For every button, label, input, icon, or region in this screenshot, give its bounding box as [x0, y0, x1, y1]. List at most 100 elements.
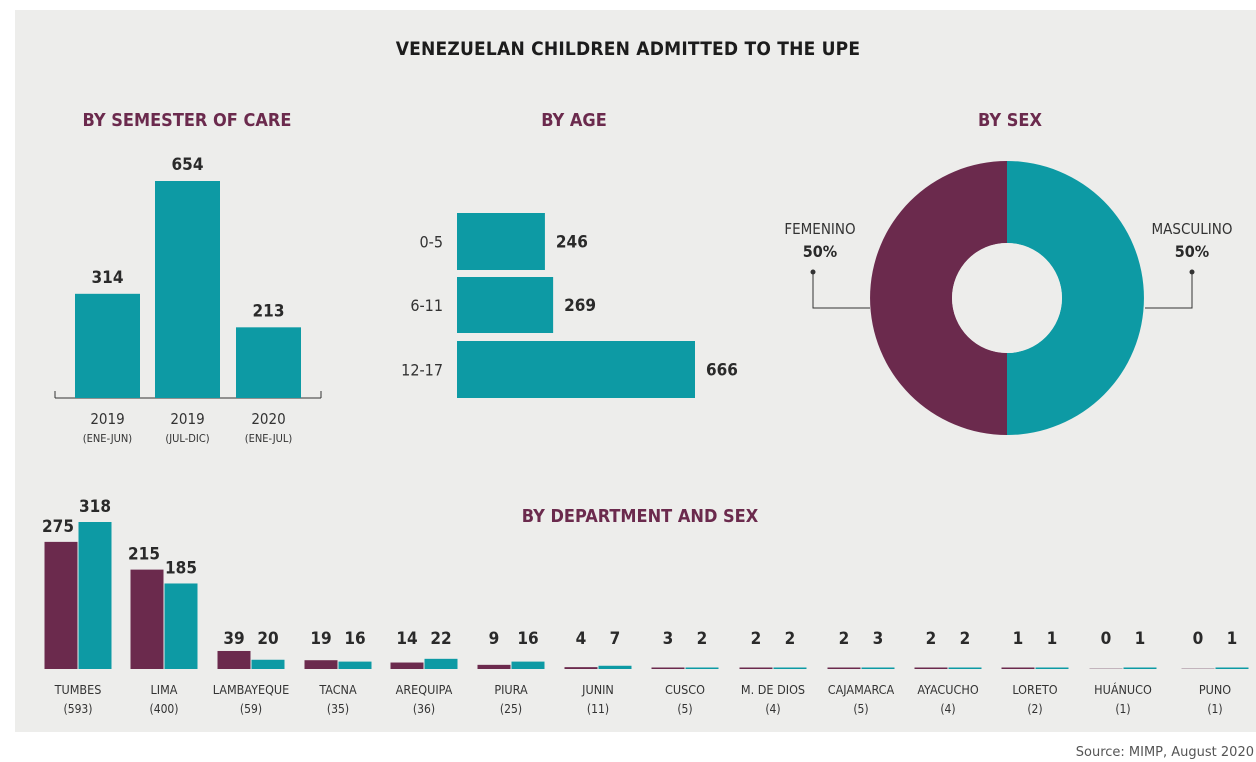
femenino-leader-line: [812, 272, 870, 309]
age-value-label: 666: [706, 361, 738, 381]
age-bar: [457, 341, 695, 398]
department-value-masculino: 1: [1047, 629, 1058, 649]
age-tick-label: 12-17: [401, 361, 443, 380]
department-bar-femenino: [914, 667, 948, 669]
age-value-label: 246: [556, 233, 588, 253]
semester-tick-sublabel: (ENE-JUN): [83, 432, 133, 445]
semester-bar: [75, 293, 140, 398]
department-bar-femenino: [827, 667, 861, 669]
department-tick-label: AYACUCHO: [917, 682, 978, 697]
department-bar-femenino: [217, 650, 251, 669]
femenino-percent: 50%: [803, 242, 837, 261]
semester-tick-label: 2019: [90, 410, 124, 428]
sex-chart-title: BY SEX: [978, 110, 1042, 131]
department-total-label: (1): [1115, 702, 1130, 716]
department-bar-masculino: [861, 667, 895, 669]
semester-tick-label: 2019: [170, 410, 204, 428]
masculino-leader-line: [1145, 272, 1193, 309]
department-total-label: (2): [1027, 702, 1042, 716]
department-bar-masculino: [773, 667, 807, 669]
department-value-masculino: 185: [165, 558, 197, 578]
semester-tick-sublabel: (ENE-JUL): [245, 432, 293, 445]
department-bar-masculino: [685, 667, 719, 669]
department-value-femenino: 0: [1101, 629, 1112, 649]
department-value-masculino: 318: [79, 497, 111, 517]
department-bar-femenino: [651, 667, 685, 669]
femenino-label: FEMENINO: [784, 220, 855, 238]
department-bar-masculino: [424, 658, 458, 669]
department-total-label: (4): [940, 702, 955, 716]
department-bar-masculino: [1035, 667, 1069, 669]
age-tick-label: 6-11: [410, 296, 443, 315]
department-total-label: (5): [853, 702, 868, 716]
department-bar-masculino: [251, 659, 285, 669]
department-value-femenino: 39: [223, 629, 244, 649]
department-chart-title: BY DEPARTMENT AND SEX: [521, 506, 759, 527]
department-tick-label: LIMA: [151, 682, 178, 697]
department-total-label: (4): [765, 702, 780, 716]
semester-value-label: 654: [172, 155, 204, 175]
department-bar-masculino: [948, 667, 982, 669]
department-value-masculino: 2: [960, 629, 971, 649]
department-tick-label: CAJAMARCA: [828, 682, 895, 697]
department-bar-femenino: [564, 667, 598, 669]
age-chart-title: BY AGE: [541, 110, 607, 131]
department-bar-masculino: [511, 661, 545, 669]
department-bar-femenino: [304, 660, 338, 669]
source-note: Source: MIMP, August 2020: [1075, 745, 1254, 760]
department-bar-masculino: [164, 583, 198, 669]
semester-chart-title: BY SEMESTER OF CARE: [82, 110, 292, 131]
department-total-label: (25): [500, 702, 522, 716]
department-value-masculino: 3: [873, 629, 884, 649]
department-value-masculino: 22: [430, 629, 451, 649]
age-bar: [457, 213, 545, 270]
department-value-femenino: 9: [489, 629, 500, 649]
department-bar-femenino: [739, 667, 773, 669]
department-bar-masculino: [338, 661, 372, 669]
department-bar-femenino: [390, 662, 424, 669]
age-tick-label: 0-5: [419, 233, 443, 252]
department-value-femenino: 275: [42, 517, 74, 537]
department-value-femenino: 0: [1193, 629, 1204, 649]
semester-tick-sublabel: (JUL-DIC): [165, 432, 209, 445]
department-value-masculino: 1: [1135, 629, 1146, 649]
department-total-label: (593): [63, 702, 92, 716]
department-value-masculino: 20: [257, 629, 278, 649]
department-bar-femenino: [1089, 668, 1123, 669]
department-tick-label: PIURA: [494, 682, 528, 697]
semester-value-label: 314: [92, 268, 124, 288]
department-bar-masculino: [1215, 667, 1249, 669]
department-total-label: (1): [1207, 702, 1222, 716]
department-bar-masculino: [1123, 667, 1157, 669]
department-bar-masculino: [78, 522, 112, 669]
semester-tick-label: 2020: [251, 410, 285, 428]
department-value-femenino: 215: [128, 545, 160, 565]
masculino-label: MASCULINO: [1152, 220, 1233, 238]
age-value-label: 269: [564, 296, 596, 316]
page-title: VENEZUELAN CHILDREN ADMITTED TO THE UPE: [395, 38, 861, 60]
department-bar-femenino: [130, 569, 164, 669]
department-value-masculino: 2: [785, 629, 796, 649]
department-total-label: (36): [413, 702, 435, 716]
department-tick-label: HUÁNUCO: [1094, 682, 1152, 697]
department-value-masculino: 1: [1227, 629, 1238, 649]
age-bar: [457, 277, 554, 333]
department-bar-femenino: [477, 664, 511, 669]
department-total-label: (59): [240, 702, 262, 716]
department-value-masculino: 7: [610, 629, 621, 649]
department-bar-femenino: [1001, 667, 1035, 669]
department-tick-label: LAMBAYEQUE: [213, 682, 290, 697]
department-tick-label: PUNO: [1199, 682, 1231, 697]
department-tick-label: TUMBES: [54, 682, 102, 697]
department-tick-label: TACNA: [318, 682, 357, 697]
department-total-label: (400): [149, 702, 178, 716]
department-total-label: (5): [677, 702, 692, 716]
semester-bar: [155, 181, 220, 398]
department-value-femenino: 19: [310, 629, 331, 649]
donut-slice-femenino: [870, 161, 1007, 435]
department-total-label: (35): [327, 702, 349, 716]
department-total-label: (11): [587, 702, 609, 716]
department-value-femenino: 1: [1013, 629, 1024, 649]
department-value-femenino: 2: [751, 629, 762, 649]
